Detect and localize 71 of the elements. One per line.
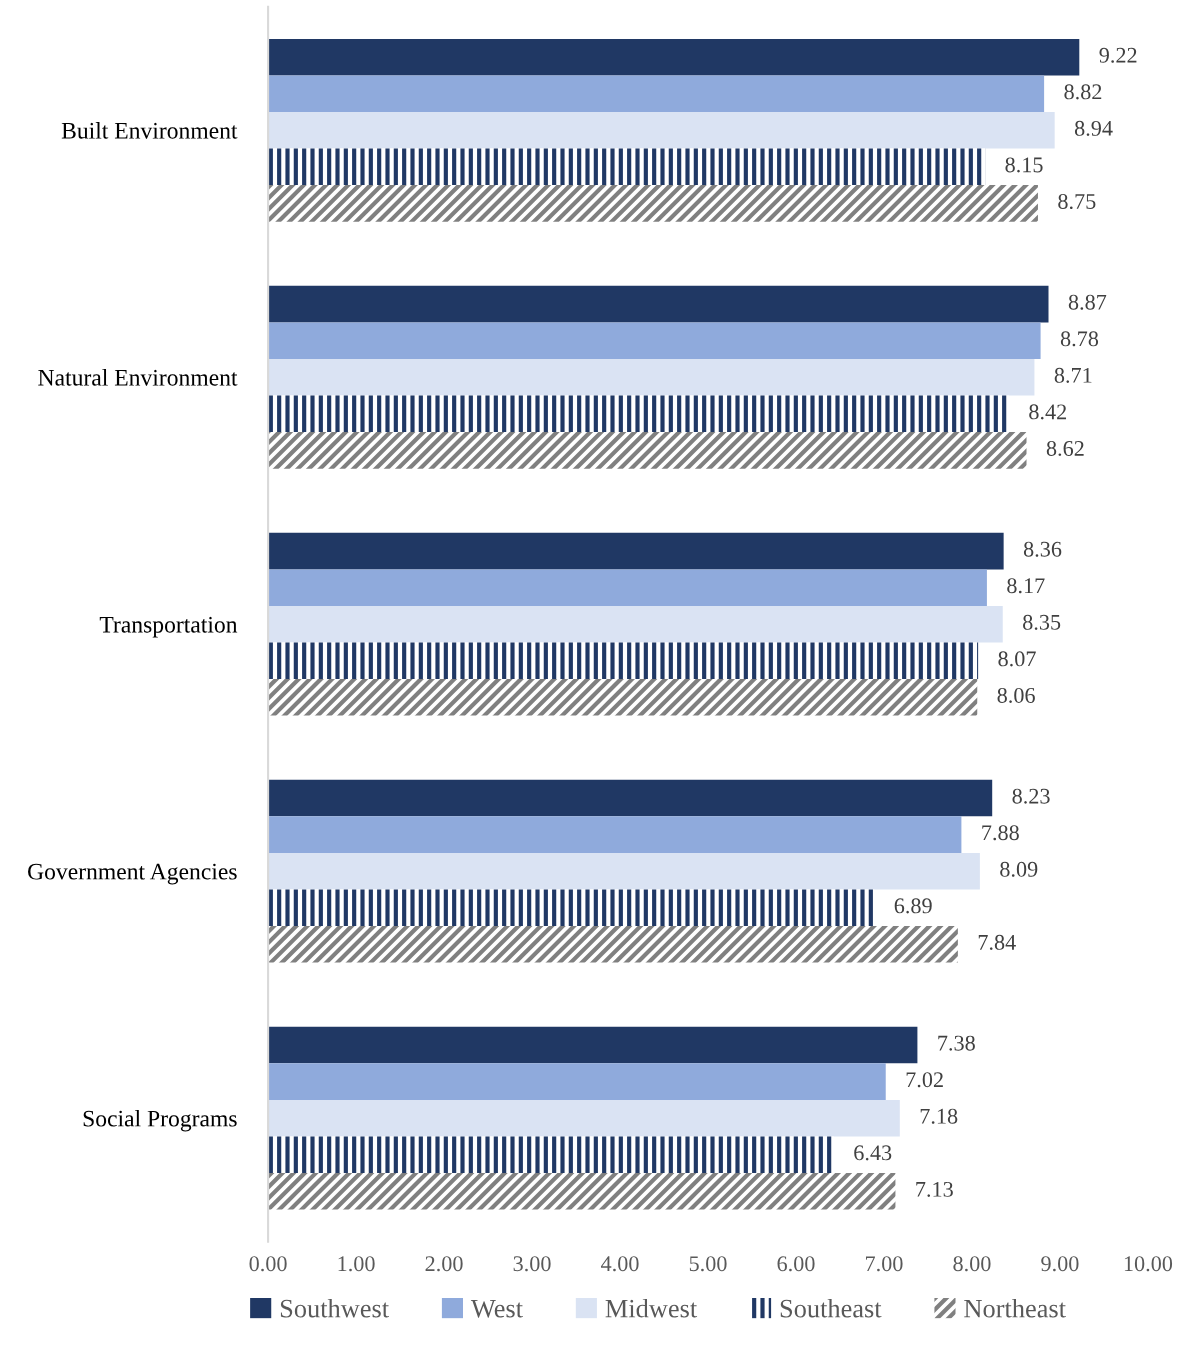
data-label: 6.89 — [894, 898, 932, 914]
data-label: 6.43 — [854, 1145, 892, 1161]
x-tick-label: 5.00 — [689, 1256, 727, 1272]
x-tick-label: 1.00 — [338, 1256, 375, 1272]
bar — [268, 1173, 896, 1210]
bar — [268, 285, 1049, 323]
data-label: 8.07 — [998, 651, 1036, 667]
legend-label: Northeast — [964, 1298, 1066, 1318]
bar — [268, 605, 1003, 643]
bar — [268, 816, 962, 853]
y-tick-label: Government Agencies — [28, 863, 237, 885]
bar — [268, 889, 875, 927]
bar — [268, 185, 1038, 222]
x-tick-label: 3.00 — [513, 1256, 551, 1272]
x-tick-label: 2.00 — [425, 1256, 463, 1272]
y-tick-label: Natural Environment — [38, 369, 238, 386]
bar — [268, 75, 1045, 112]
bar — [268, 779, 993, 817]
data-label: 8.71 — [1054, 367, 1092, 383]
bar — [268, 679, 978, 716]
data-label: 8.15 — [1005, 157, 1043, 173]
bar — [268, 1063, 886, 1100]
x-tick-label: 7.00 — [866, 1256, 903, 1272]
bar — [268, 322, 1041, 359]
data-label: 8.62 — [1046, 440, 1084, 457]
y-tick-label: Social Programs — [83, 1109, 237, 1132]
bar — [268, 532, 1004, 570]
bar — [268, 1099, 900, 1137]
data-label: 8.35 — [1023, 614, 1061, 630]
data-label: 7.84 — [978, 934, 1016, 950]
bar — [268, 1136, 834, 1173]
bar — [268, 926, 958, 963]
x-tick-label: 0.00 — [249, 1256, 287, 1272]
data-label: 8.82 — [1064, 84, 1102, 100]
bar — [268, 38, 1080, 76]
bar — [268, 852, 980, 890]
y-tick-label: Transportation — [99, 616, 238, 638]
data-label: 9.22 — [1099, 47, 1137, 63]
data-label: 7.02 — [906, 1072, 943, 1088]
x-tick-label: 9.00 — [1041, 1256, 1079, 1272]
x-tick-label: 10.00 — [1124, 1256, 1173, 1272]
data-label: 8.06 — [997, 687, 1035, 703]
bar — [268, 569, 987, 606]
legend-label: West — [470, 1299, 523, 1318]
bar — [268, 1026, 918, 1064]
legend-label: Southwest — [280, 1298, 389, 1318]
data-label: 8.09 — [1000, 861, 1038, 877]
data-label: 8.42 — [1029, 404, 1067, 420]
bar — [268, 432, 1027, 469]
data-label: 7.38 — [938, 1035, 975, 1051]
x-tick-label: 4.00 — [601, 1256, 639, 1272]
data-label: 8.94 — [1074, 120, 1113, 136]
bar — [268, 112, 1055, 149]
bar — [268, 358, 1035, 396]
data-label: 8.36 — [1023, 541, 1062, 557]
data-label: 8.23 — [1012, 788, 1050, 804]
data-label: 8.17 — [1007, 578, 1045, 594]
bar — [268, 395, 1009, 433]
y-tick-label: Built Environment — [61, 122, 238, 139]
legend-label: Midwest — [605, 1298, 698, 1318]
data-label: 8.78 — [1060, 331, 1099, 347]
x-tick-label: 6.00 — [777, 1256, 815, 1272]
x-tick-label: 8.00 — [953, 1256, 991, 1272]
bar — [268, 642, 979, 680]
data-label: 8.75 — [1058, 193, 1096, 210]
data-label: 7.88 — [982, 825, 1019, 841]
bar — [268, 148, 986, 186]
legend-label: Southeast — [780, 1298, 882, 1318]
data-label: 8.87 — [1068, 294, 1107, 310]
data-label: 7.18 — [920, 1108, 958, 1124]
data-label: 7.13 — [916, 1181, 953, 1197]
